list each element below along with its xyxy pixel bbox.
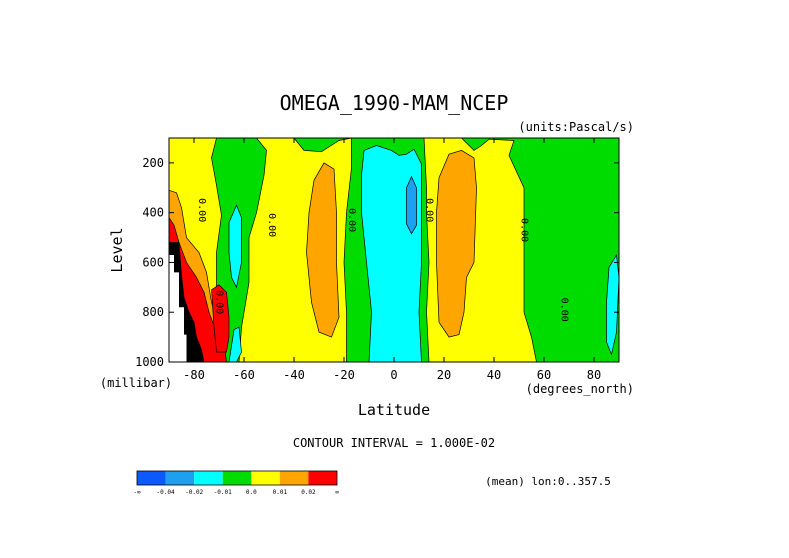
- colorbar-label: 0.02: [301, 489, 316, 496]
- y-axis: 200 400 600 800 1000: [135, 156, 619, 369]
- colorbar-swatch: [137, 471, 166, 485]
- colorbar-swatch: [308, 471, 337, 485]
- x-axis-units: (degrees_north): [526, 382, 634, 396]
- contour-label: 0.00: [424, 198, 435, 222]
- contour-region: [169, 255, 187, 362]
- x-tick-label: -40: [283, 368, 305, 382]
- contour-region: [361, 145, 422, 362]
- contour-region: [228, 204, 242, 289]
- colorbar-frame: [136, 470, 338, 486]
- contour-interval-text: CONTOUR INTERVAL = 1.000E-02: [293, 436, 495, 450]
- x-tick-label: -60: [233, 368, 255, 382]
- contour-region: [436, 150, 477, 338]
- x-tick-label: 0: [390, 368, 397, 382]
- contour-labels: 0.00 0.00 0.00 0.00 0.00 0.00 0.00: [196, 198, 570, 322]
- colorbar-swatch: [251, 471, 280, 485]
- y-tick-label: 200: [142, 156, 164, 170]
- chart-title: OMEGA_1990-MAM_NCEP: [280, 91, 509, 115]
- contour-label: 0.00: [196, 198, 207, 222]
- x-tick-label: -80: [183, 368, 205, 382]
- colorbar-swatch: [279, 471, 309, 485]
- y-tick-label: 400: [142, 206, 164, 220]
- contour-label: 0.00: [559, 298, 570, 322]
- y-tick-label: 600: [142, 255, 164, 269]
- mean-longitude-text: (mean) lon:0..357.5: [485, 475, 611, 488]
- contour-region: [406, 175, 417, 235]
- x-tick-label: 20: [437, 368, 451, 382]
- contour-region: [211, 284, 230, 353]
- x-axis: -80 -60 -40 -20 0 20 40 60 80: [183, 138, 601, 382]
- contour-region: [306, 162, 340, 338]
- contour-label: 0.00: [266, 213, 277, 237]
- x-tick-label: 80: [587, 368, 601, 382]
- contour-label: 0.00: [346, 208, 357, 232]
- y-tick-label: 800: [142, 305, 164, 319]
- units-label: (units:Pascal/s): [518, 120, 634, 134]
- colorbar-label: -0.04: [157, 489, 175, 496]
- x-tick-label: 60: [537, 368, 551, 382]
- colorbar: -∞ -0.04 -0.02 -0.01 0.0 0.01 0.02 ∞: [133, 470, 339, 496]
- x-tick-label: 40: [487, 368, 501, 382]
- colorbar-label: 0.01: [273, 489, 288, 496]
- colorbar-swatch: [194, 471, 223, 485]
- y-axis-label: Level: [108, 227, 126, 272]
- contour-region: [606, 253, 619, 356]
- colorbar-label: -∞: [133, 489, 141, 496]
- y-axis-units: (millibar): [100, 376, 172, 390]
- contour-label: 0.00: [214, 290, 225, 314]
- colorbar-label: -0.02: [185, 489, 203, 496]
- colorbar-swatch: [165, 471, 195, 485]
- x-axis-label: Latitude: [358, 401, 430, 419]
- colorbar-label: -0.01: [214, 489, 232, 496]
- colorbar-swatch: [222, 471, 252, 485]
- contour-label: 0.00: [519, 218, 530, 242]
- plot-area: [169, 138, 619, 362]
- y-tick-label: 1000: [135, 355, 164, 369]
- x-tick-label: -20: [333, 368, 355, 382]
- colorbar-label: 0.0: [246, 489, 257, 496]
- contour-region: [228, 326, 242, 362]
- colorbar-label: ∞: [335, 489, 339, 496]
